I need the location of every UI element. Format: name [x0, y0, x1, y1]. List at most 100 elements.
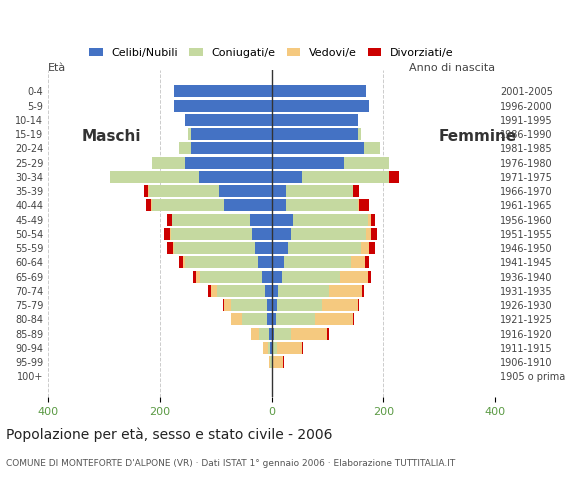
Bar [283, 356, 284, 368]
Bar [219, 185, 271, 197]
Bar [188, 128, 191, 140]
Bar [271, 156, 344, 168]
Bar [273, 356, 283, 368]
Bar [353, 313, 354, 325]
Bar [269, 327, 271, 340]
Bar [315, 313, 353, 325]
Bar [185, 114, 271, 126]
Bar [361, 242, 369, 254]
Bar [273, 342, 277, 354]
Bar [172, 214, 251, 226]
Bar [271, 242, 288, 254]
Bar [353, 185, 358, 197]
Bar [267, 313, 271, 325]
Bar [389, 171, 399, 183]
Bar [148, 185, 219, 197]
Bar [362, 285, 364, 297]
Bar [371, 228, 376, 240]
Bar [359, 199, 369, 211]
Bar [174, 99, 271, 112]
Bar [271, 128, 358, 140]
Bar [344, 156, 389, 168]
Bar [151, 199, 224, 211]
Bar [271, 199, 285, 211]
Bar [271, 185, 285, 197]
Bar [277, 342, 302, 354]
Bar [340, 271, 368, 283]
Bar [291, 327, 327, 340]
Bar [272, 356, 273, 368]
Bar [271, 299, 277, 311]
Bar [267, 299, 271, 311]
Bar [258, 256, 271, 268]
Bar [242, 313, 267, 325]
Bar [193, 271, 195, 283]
Bar [358, 128, 361, 140]
Bar [251, 214, 271, 226]
Bar [224, 199, 271, 211]
Bar [285, 185, 353, 197]
Bar [251, 327, 259, 340]
Bar [167, 214, 172, 226]
Bar [271, 285, 278, 297]
Bar [208, 285, 211, 297]
Text: Età: Età [48, 63, 67, 73]
Bar [364, 142, 380, 155]
Bar [179, 256, 183, 268]
Bar [263, 342, 267, 354]
Bar [271, 342, 273, 354]
Bar [371, 214, 375, 226]
Bar [302, 171, 389, 183]
Bar [277, 299, 322, 311]
Bar [223, 299, 224, 311]
Bar [179, 142, 191, 155]
Bar [200, 271, 262, 283]
Bar [255, 242, 271, 254]
Bar [173, 242, 174, 254]
Bar [271, 327, 274, 340]
Bar [284, 256, 351, 268]
Bar [271, 313, 276, 325]
Bar [271, 114, 358, 126]
Bar [291, 228, 367, 240]
Bar [271, 85, 367, 97]
Bar [365, 256, 369, 268]
Bar [367, 228, 371, 240]
Bar [218, 285, 265, 297]
Bar [183, 256, 185, 268]
Bar [288, 242, 361, 254]
Bar [147, 199, 151, 211]
Bar [271, 256, 284, 268]
Bar [358, 299, 359, 311]
Bar [174, 242, 255, 254]
Bar [185, 156, 271, 168]
Bar [293, 214, 368, 226]
Bar [174, 85, 271, 97]
Bar [270, 342, 271, 354]
Bar [271, 228, 291, 240]
Bar [358, 199, 359, 211]
Legend: Celibi/Nubili, Coniugati/e, Vedovi/e, Divorziati/e: Celibi/Nubili, Coniugati/e, Vedovi/e, Di… [85, 43, 458, 62]
Bar [282, 271, 340, 283]
Bar [269, 356, 270, 368]
Bar [224, 299, 231, 311]
Bar [164, 228, 170, 240]
Bar [271, 99, 369, 112]
Bar [110, 171, 199, 183]
Bar [191, 142, 271, 155]
Bar [278, 285, 328, 297]
Text: COMUNE DI MONTEFORTE D'ALPONE (VR) · Dati ISTAT 1° gennaio 2006 · Elaborazione T: COMUNE DI MONTEFORTE D'ALPONE (VR) · Dat… [6, 458, 455, 468]
Text: Femmine: Femmine [439, 130, 517, 144]
Bar [144, 185, 148, 197]
Bar [368, 271, 371, 283]
Bar [191, 128, 271, 140]
Bar [369, 242, 375, 254]
Bar [274, 327, 291, 340]
Bar [368, 214, 371, 226]
Text: Popolazione per età, sesso e stato civile - 2006: Popolazione per età, sesso e stato civil… [6, 428, 332, 442]
Bar [271, 271, 282, 283]
Bar [322, 299, 358, 311]
Bar [276, 313, 315, 325]
Bar [351, 256, 365, 268]
Bar [328, 285, 362, 297]
